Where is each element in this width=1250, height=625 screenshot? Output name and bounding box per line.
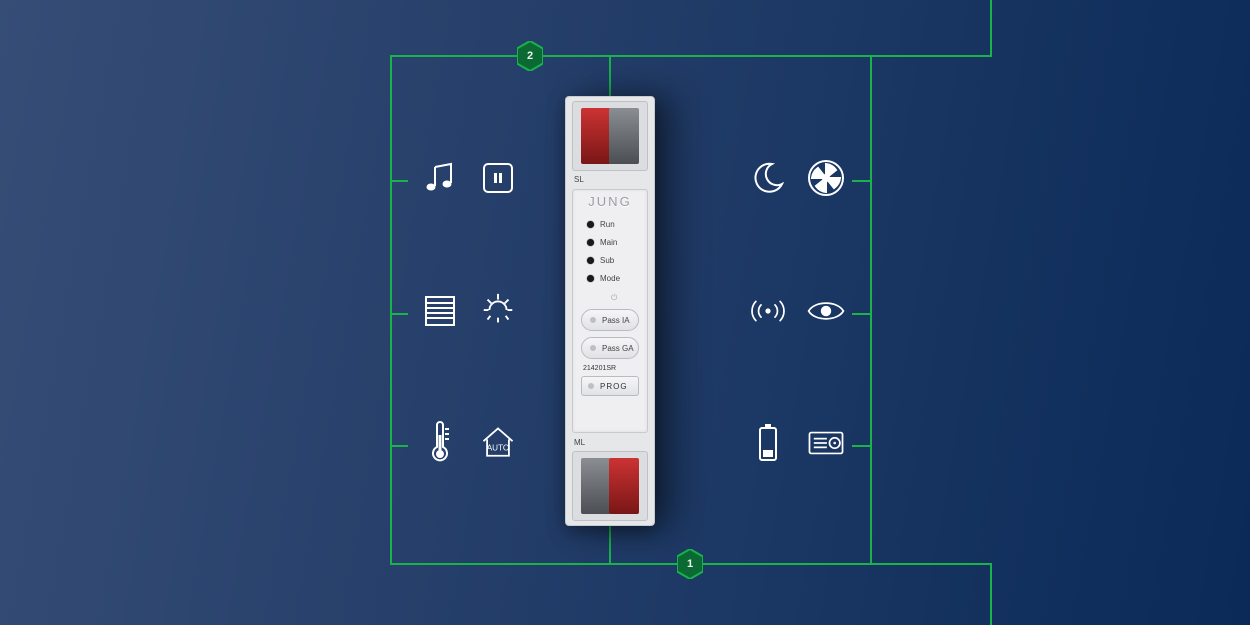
led-indicator-list: Run Main Sub Mode: [587, 215, 647, 287]
led-dot: [587, 257, 594, 264]
terminal-block-bottom: [572, 451, 648, 521]
led-label: Main: [600, 238, 617, 247]
plug-icon: [478, 158, 518, 198]
thermometer-icon: [420, 423, 460, 463]
svg-text:AUTO: AUTO: [487, 443, 510, 452]
icon-group: AUTO: [420, 423, 518, 463]
led-dot: [587, 239, 594, 246]
port-label-ml: ML: [574, 438, 585, 447]
led-row: Sub: [587, 251, 647, 269]
prog-button[interactable]: PROG: [581, 376, 639, 396]
terminal-block-top: [572, 101, 648, 171]
button-label: Pass GA: [602, 344, 634, 353]
bus-node-top: 2: [517, 41, 543, 71]
battery-icon: [748, 423, 788, 463]
terminal-clip-red: [609, 458, 639, 514]
device-faceplate: JUNG Run Main Sub Mode ⏻ Pass IA Pass GA…: [572, 189, 648, 433]
button-led: [590, 317, 596, 323]
light-icon: [478, 291, 518, 331]
led-label: Sub: [600, 256, 614, 265]
eye-icon: [806, 291, 846, 331]
terminal-clip-gray: [609, 108, 639, 164]
music-icon: [420, 158, 460, 198]
led-row: Run: [587, 215, 647, 233]
fan-icon: [806, 158, 846, 198]
terminal-clip-red: [581, 108, 611, 164]
bus-node-top-label: 2: [517, 41, 543, 71]
led-dot: [587, 275, 594, 282]
led-row: Main: [587, 233, 647, 251]
icon-group: [420, 158, 518, 198]
bus-node-bottom-label: 1: [677, 549, 703, 579]
led-dot: [587, 221, 594, 228]
device-buttons: Pass IA Pass GA: [573, 309, 647, 359]
power-icon: ⏻: [611, 293, 647, 303]
port-label-sl: SL: [574, 175, 584, 184]
prog-label: PROG: [600, 382, 628, 391]
led-label: Mode: [600, 274, 620, 283]
button-led: [590, 345, 596, 351]
device-pass-button[interactable]: Pass GA: [581, 337, 639, 359]
prog-led: [588, 383, 594, 389]
knx-device-module: SL JUNG Run Main Sub Mode ⏻ Pass IA Pass…: [565, 96, 655, 526]
blinds-icon: [420, 291, 460, 331]
device-model-number: 214201SR: [583, 365, 647, 372]
icon-group: [420, 291, 518, 331]
device-brand: JUNG: [573, 190, 647, 209]
button-label: Pass IA: [602, 316, 630, 325]
radio-icon: [806, 423, 846, 463]
auto-home-icon: AUTO: [478, 423, 518, 463]
terminal-clip-gray: [581, 458, 611, 514]
signal-icon: [748, 291, 788, 331]
led-row: Mode: [587, 269, 647, 287]
icon-group: [748, 291, 846, 331]
diagram-stage: 2 1 AUTO: [0, 0, 1250, 625]
icon-group: [748, 158, 846, 198]
icon-group: [748, 423, 846, 463]
led-label: Run: [600, 220, 615, 229]
moon-icon: [748, 158, 788, 198]
bus-node-bottom: 1: [677, 549, 703, 579]
device-pass-button[interactable]: Pass IA: [581, 309, 639, 331]
